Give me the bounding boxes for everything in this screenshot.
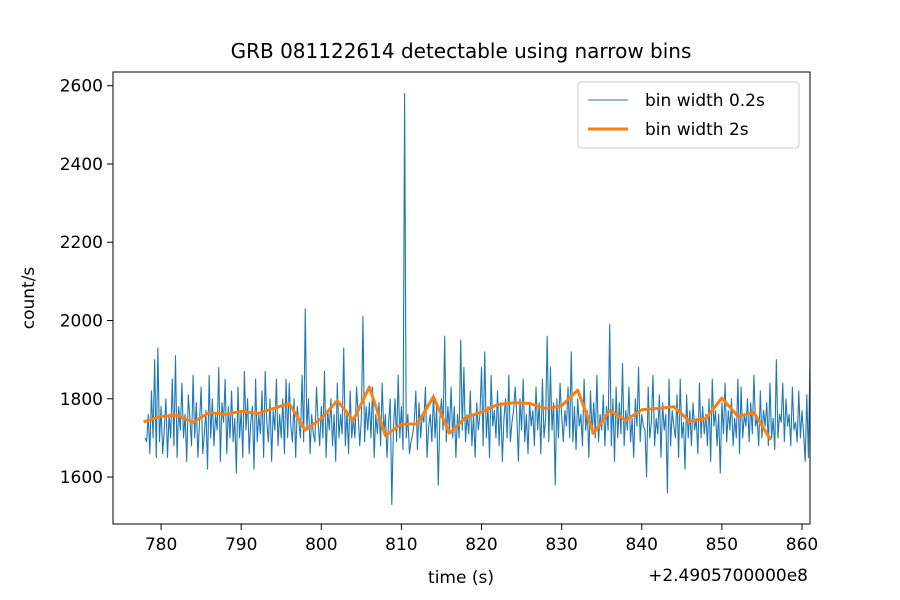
series-layer <box>143 92 810 505</box>
x-axis: 780 790 800 810 820 830 840 850 860 <box>145 524 818 555</box>
y-tick-label: 2000 <box>60 312 103 332</box>
chart-title: GRB 081122614 detectable using narrow bi… <box>231 39 692 63</box>
legend-box <box>577 81 800 149</box>
y-axis: 1600 1800 2000 2200 2400 2600 <box>60 77 113 488</box>
series-line-wide-bins <box>143 385 773 441</box>
y-tick-label: 1600 <box>60 468 103 488</box>
x-tick-label: 780 <box>145 535 177 555</box>
x-axis-offset-label: +2.4905700000e8 <box>648 566 808 586</box>
legend-label-wide: bin width 2s <box>645 120 749 140</box>
series-line-narrow-bins <box>144 92 810 505</box>
x-tick-label: 850 <box>706 535 738 555</box>
legend-label-narrow: bin width 0.2s <box>645 91 765 111</box>
x-axis-label: time (s) <box>428 568 494 588</box>
x-tick-label: 790 <box>225 535 257 555</box>
legend: bin width 0.2s bin width 2s <box>577 81 800 149</box>
y-tick-label: 2200 <box>60 233 103 253</box>
y-axis-label: count/s <box>19 267 39 330</box>
y-tick-label: 1800 <box>60 390 103 410</box>
y-tick-label: 2600 <box>60 77 103 97</box>
x-tick-label: 840 <box>626 535 658 555</box>
x-tick-label: 820 <box>465 535 497 555</box>
x-tick-label: 830 <box>545 535 577 555</box>
x-tick-label: 860 <box>786 535 818 555</box>
plot-area <box>143 92 810 505</box>
y-tick-label: 2400 <box>60 155 103 175</box>
x-tick-label: 800 <box>305 535 337 555</box>
plot-frame <box>112 71 811 525</box>
x-tick-label: 810 <box>385 535 417 555</box>
